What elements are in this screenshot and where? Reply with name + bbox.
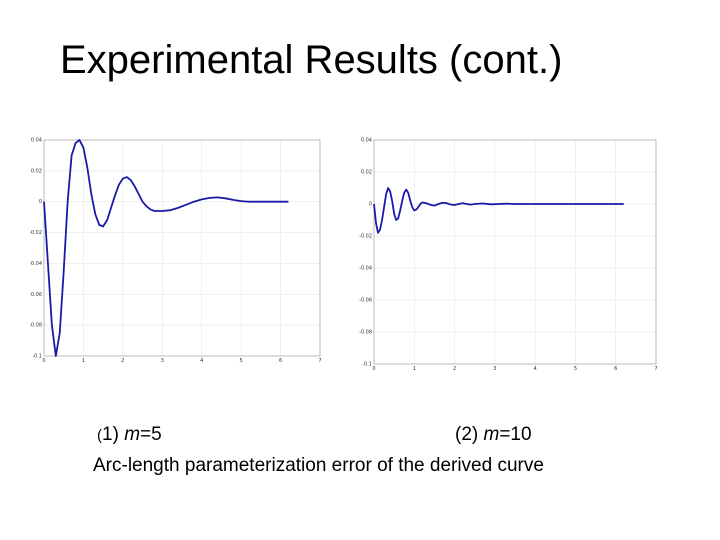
caption-variable: m <box>483 424 500 445</box>
y-tick-label: -0.06 <box>30 292 42 298</box>
caption-body: (2) <box>455 424 484 445</box>
series-line-1 <box>373 187 624 234</box>
x-tick-label: 2 <box>121 358 124 364</box>
x-tick-label: 7 <box>318 358 321 364</box>
x-tick-label: 3 <box>161 358 164 364</box>
axes-box <box>43 139 321 357</box>
caption-body: 1) <box>102 424 125 445</box>
y-tick-label: -0.04 <box>30 261 42 267</box>
y-tick-label: 0.02 <box>361 170 372 176</box>
caption-prefix: ( <box>97 427 102 444</box>
figure-caption: Arc-length parameterization error of the… <box>93 455 544 476</box>
x-tick-label: 3 <box>493 366 496 372</box>
y-tick-label: 0.02 <box>31 168 42 174</box>
y-tick-label: 0 <box>369 202 372 208</box>
plot-2-svg: 0 1 2 3 4 5 6 7 0.04 0.02 0 -0.02 -0.04 -0.06 -0.08 -0.… <box>359 138 658 373</box>
x-tick-label: 1 <box>413 366 416 372</box>
axes-box <box>373 139 657 365</box>
caption-value: =10 <box>499 424 532 445</box>
slide-title: Experimental Results (cont.) <box>60 38 563 82</box>
y-tick-label: 0 <box>39 199 42 205</box>
caption-value: =5 <box>140 424 162 445</box>
x-tick-label: 0 <box>372 366 375 372</box>
caption-plot-1: (1) m=5 <box>97 424 162 446</box>
series-line-1 <box>43 139 289 357</box>
x-tick-label: 0 <box>42 358 45 364</box>
x-tick-label: 4 <box>534 366 537 372</box>
x-tick-label: 4 <box>200 358 203 364</box>
y-tick-label: 0.04 <box>31 138 42 144</box>
plot-1-svg: 0 1 2 3 4 5 6 7 0.04 0.02 0 -0.02 -0.04 -0.06 -0.08 -0.… <box>30 138 322 365</box>
y-tick-label: -0.08 <box>30 323 42 329</box>
x-tick-label: 5 <box>240 358 243 364</box>
plot-1: 0 1 2 3 4 5 6 7 0.04 0.02 0 -0.02 -0.04 -0.06 -0.08 -0.… <box>30 132 326 372</box>
x-tick-label: 1 <box>82 358 85 364</box>
caption-variable: m <box>124 424 141 445</box>
y-tick-label: 0.04 <box>361 138 372 144</box>
y-tick-label: -0.1 <box>362 362 372 368</box>
y-tick-label: -0.08 <box>359 330 372 336</box>
y-tick-label: -0.1 <box>32 354 42 360</box>
caption-plot-2: (2) m=10 <box>455 424 532 446</box>
x-tick-label: 5 <box>574 366 577 372</box>
y-tick-label: -0.04 <box>359 266 372 272</box>
y-tick-label: -0.06 <box>359 298 372 304</box>
plot-2: 0 1 2 3 4 5 6 7 0.04 0.02 0 -0.02 -0.04 -0.06 -0.08 -0.… <box>356 132 664 373</box>
x-tick-label: 7 <box>654 366 657 372</box>
x-tick-label: 6 <box>279 358 282 364</box>
plot-area <box>44 140 320 356</box>
y-tick-label: -0.02 <box>359 234 372 240</box>
x-tick-label: 2 <box>453 366 456 372</box>
y-tick-label: -0.02 <box>30 230 42 236</box>
x-tick-label: 6 <box>614 366 617 372</box>
plot-area <box>374 140 656 364</box>
